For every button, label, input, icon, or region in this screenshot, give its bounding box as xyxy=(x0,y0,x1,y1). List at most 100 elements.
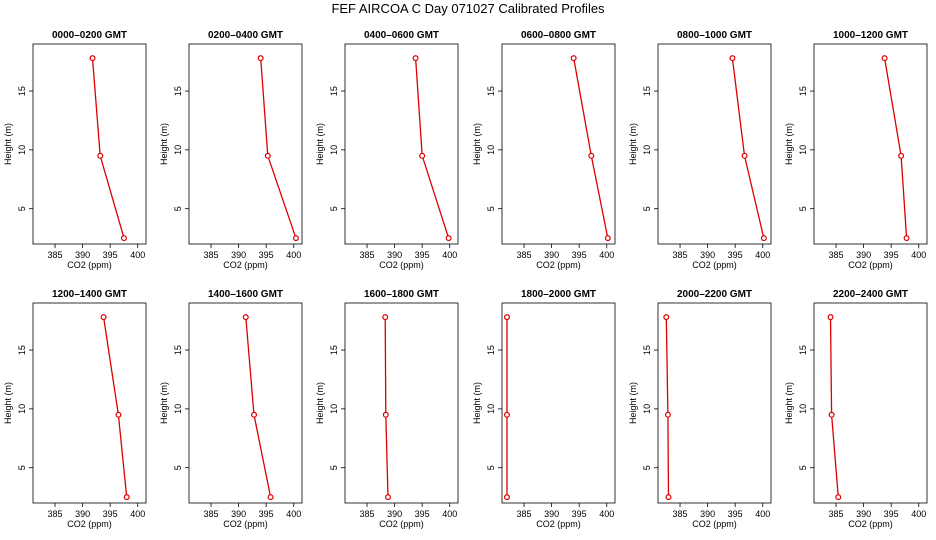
y-tick-label: 5 xyxy=(329,465,339,470)
y-tick-label: 10 xyxy=(486,145,496,155)
y-tick-label: 15 xyxy=(173,86,183,96)
panel-8: 1400–1600 GMT 385 390 395 400 5 10 15 CO2 (ppm) H… xyxy=(159,289,303,529)
panel-1: 0000–0200 GMT 385 390 395 400 5 10 15 CO2 (ppm) H… xyxy=(3,30,147,270)
panel-12: 2200–2400 GMT 385 390 395 400 5 10 15 CO2 (ppm) H… xyxy=(784,289,928,529)
series-line xyxy=(731,58,765,239)
y-tick-label: 5 xyxy=(17,206,27,211)
x-tick-label: 395 xyxy=(415,250,430,260)
x-tick-label: 390 xyxy=(700,509,715,519)
data-point xyxy=(503,411,510,418)
series-line xyxy=(260,58,297,239)
y-tick-label: 10 xyxy=(798,404,808,414)
panel-5: 0800–1000 GMT 385 390 395 400 5 10 15 CO2 (ppm) H… xyxy=(628,30,772,270)
data-point xyxy=(89,55,96,62)
panel-3: 0400–0600 GMT 385 390 395 400 5 10 15 CO2 (ppm) H… xyxy=(315,30,459,270)
data-point xyxy=(382,411,389,418)
panel-4: 0600–0800 GMT 385 390 395 400 5 10 15 CO2 (ppm) H… xyxy=(472,30,616,270)
x-axis-label: CO2 (ppm) xyxy=(692,260,737,270)
y-axis-label: Height (m) xyxy=(3,123,13,165)
x-tick-label: 400 xyxy=(442,509,457,519)
panel-10: 1800–2000 GMT 385 390 395 400 5 10 15 CO2 (ppm) H… xyxy=(472,289,616,529)
data-point xyxy=(828,411,835,418)
y-tick-label: 5 xyxy=(329,206,339,211)
plot-frame xyxy=(501,302,616,504)
data-point xyxy=(123,494,130,501)
series-line xyxy=(883,57,908,239)
plot-frame xyxy=(501,43,616,245)
plot-frame xyxy=(344,302,459,504)
panel-title: 0400–0600 GMT xyxy=(364,30,439,41)
plot-frame xyxy=(32,302,147,504)
plot-frame xyxy=(657,43,772,245)
panel-title: 0800–1000 GMT xyxy=(677,30,752,41)
y-axis-label: Height (m) xyxy=(472,123,482,165)
panel-title: 1800–2000 GMT xyxy=(521,289,596,300)
y-axis-label: Height (m) xyxy=(159,382,169,424)
y-axis-label: Height (m) xyxy=(784,123,794,165)
x-tick-label: 400 xyxy=(911,250,926,260)
x-tick-label: 395 xyxy=(103,509,118,519)
x-axis-label: CO2 (ppm) xyxy=(379,519,424,529)
y-tick-label: 15 xyxy=(173,345,183,355)
x-tick-label: 400 xyxy=(130,250,145,260)
y-tick-label: 10 xyxy=(486,404,496,414)
data-point xyxy=(760,235,767,242)
plot-frame xyxy=(188,43,303,245)
x-tick-label: 400 xyxy=(755,250,770,260)
x-tick-label: 385 xyxy=(360,509,375,519)
data-point xyxy=(382,314,389,321)
y-tick-label: 15 xyxy=(329,345,339,355)
panel-title: 1600–1800 GMT xyxy=(364,289,439,300)
y-tick-label: 15 xyxy=(17,345,27,355)
y-tick-label: 5 xyxy=(486,206,496,211)
series-line xyxy=(414,58,450,239)
data-point xyxy=(292,235,299,242)
y-tick-label: 5 xyxy=(642,206,652,211)
panel-11: 2000–2200 GMT 385 390 395 400 5 10 15 CO2 (ppm) H… xyxy=(628,289,772,529)
x-axis-label: CO2 (ppm) xyxy=(67,519,112,529)
series-line xyxy=(665,317,670,498)
panel-2: 0200–0400 GMT 385 390 395 400 5 10 15 CO2 (ppm) H… xyxy=(159,30,303,270)
data-point xyxy=(419,152,426,159)
x-tick-label: 395 xyxy=(259,250,274,260)
y-axis-label: Height (m) xyxy=(784,382,794,424)
data-point xyxy=(827,314,834,321)
x-tick-label: 400 xyxy=(286,509,301,519)
y-tick-label: 5 xyxy=(486,465,496,470)
plot-frame xyxy=(813,43,928,245)
x-tick-label: 395 xyxy=(884,250,899,260)
y-axis-label: Height (m) xyxy=(472,382,482,424)
plot-frame xyxy=(32,43,147,245)
y-tick-label: 15 xyxy=(329,86,339,96)
y-tick-label: 15 xyxy=(17,86,27,96)
data-point xyxy=(120,235,127,242)
y-tick-label: 15 xyxy=(486,345,496,355)
x-tick-label: 390 xyxy=(856,250,871,260)
x-axis-label: CO2 (ppm) xyxy=(379,260,424,270)
x-axis-label: CO2 (ppm) xyxy=(223,260,268,270)
y-tick-label: 10 xyxy=(798,145,808,155)
x-tick-label: 400 xyxy=(130,509,145,519)
panel-title: 1200–1400 GMT xyxy=(52,289,127,300)
data-point xyxy=(445,235,452,242)
panel-title: 2200–2400 GMT xyxy=(833,289,908,300)
x-tick-label: 400 xyxy=(911,509,926,519)
x-tick-label: 385 xyxy=(517,509,532,519)
x-tick-label: 395 xyxy=(572,509,587,519)
panel-7: 1200–1400 GMT 385 390 395 400 5 10 15 CO2 (ppm) H… xyxy=(3,289,147,529)
data-point xyxy=(257,55,264,62)
series-line xyxy=(91,58,125,239)
y-tick-label: 10 xyxy=(173,145,183,155)
x-tick-label: 390 xyxy=(544,250,559,260)
plot-frame xyxy=(188,302,303,504)
page-title: FEF AIRCOA C Day 071027 Calibrated Profi… xyxy=(331,1,605,16)
series-line xyxy=(384,317,389,498)
x-tick-label: 400 xyxy=(286,250,301,260)
data-point xyxy=(115,411,122,418)
y-tick-label: 10 xyxy=(642,404,652,414)
data-point xyxy=(264,152,271,159)
x-axis-label: CO2 (ppm) xyxy=(848,519,893,529)
y-tick-label: 5 xyxy=(17,465,27,470)
data-point xyxy=(898,152,905,159)
